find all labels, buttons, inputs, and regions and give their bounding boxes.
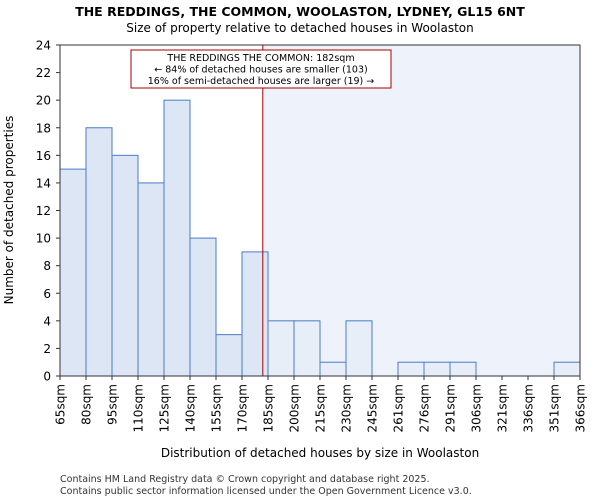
bar [111, 154, 139, 377]
bar [397, 361, 425, 377]
y-tick-label: 16 [36, 149, 51, 163]
bar [241, 251, 269, 377]
annotation-line-3: 16% of semi-detached houses are larger (… [148, 76, 375, 87]
y-tick-label: 0 [43, 370, 51, 384]
x-tick-label: 95sqm [106, 384, 120, 425]
y-tick-label: 22 [36, 66, 51, 80]
bar [189, 237, 217, 377]
x-tick-label: 336sqm [522, 384, 536, 432]
bar [59, 168, 87, 377]
x-tick-label: 170sqm [236, 384, 250, 432]
x-tick-label: 185sqm [262, 384, 276, 432]
x-tick-label: 65sqm [54, 384, 68, 425]
y-tick-label: 12 [36, 204, 51, 218]
x-tick-label: 351sqm [548, 384, 562, 432]
y-tick-label: 10 [36, 232, 51, 246]
bar [553, 361, 581, 377]
x-tick-label: 125sqm [158, 384, 172, 432]
y-axis-label: Number of detached properties [2, 116, 16, 305]
x-tick-label: 291sqm [444, 384, 458, 432]
y-tick-label: 14 [36, 176, 51, 190]
bar [449, 361, 477, 377]
x-axis-label: Distribution of detached houses by size … [161, 446, 479, 460]
y-tick-label: 24 [36, 39, 51, 53]
x-tick-label: 110sqm [132, 384, 146, 432]
bar [319, 361, 347, 377]
x-tick-label: 80sqm [80, 384, 94, 425]
y-tick-label: 18 [36, 121, 51, 135]
bar [267, 320, 295, 377]
bar [345, 320, 373, 377]
footer-line-1: Contains HM Land Registry data © Crown c… [60, 474, 430, 485]
x-tick-label: 366sqm [574, 384, 588, 432]
x-tick-label: 200sqm [288, 384, 302, 432]
annotation-box: THE REDDINGS THE COMMON: 182sqm ← 84% of… [130, 49, 392, 89]
bar [85, 127, 113, 377]
x-tick-label: 140sqm [184, 384, 198, 432]
x-tick-label: 276sqm [418, 384, 432, 432]
footer-line-2: Contains public sector information licen… [60, 486, 472, 497]
bar [293, 320, 321, 377]
x-tick-label: 261sqm [392, 384, 406, 432]
x-tick-label: 306sqm [470, 384, 484, 432]
x-tick-label: 155sqm [210, 384, 224, 432]
annotation-line-1: THE REDDINGS THE COMMON: 182sqm [166, 53, 354, 64]
y-tick-label: 8 [43, 259, 51, 273]
annotation-border [130, 49, 392, 89]
annotation-line-2: ← 84% of detached houses are smaller (10… [154, 65, 367, 76]
x-tick-label: 321sqm [496, 384, 510, 432]
x-tick-label: 215sqm [314, 384, 328, 432]
y-tick-label: 6 [43, 287, 51, 301]
y-tick-label: 20 [36, 94, 51, 108]
bar [215, 334, 243, 377]
y-tick-label: 2 [43, 342, 51, 356]
y-tick-label: 4 [43, 314, 51, 328]
bar [137, 182, 165, 377]
bar [163, 99, 191, 377]
chart-subtitle: Size of property relative to detached ho… [126, 21, 473, 35]
x-tick-label: 230sqm [340, 384, 354, 432]
chart-title: THE REDDINGS, THE COMMON, WOOLASTON, LYD… [75, 4, 525, 19]
x-tick-label: 245sqm [366, 384, 380, 432]
bar [423, 361, 451, 377]
plot-area [59, 45, 581, 377]
